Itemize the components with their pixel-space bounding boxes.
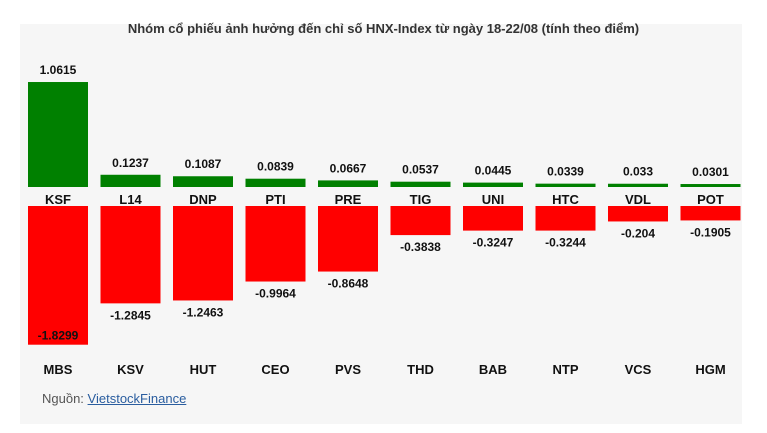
negative-category-label: VCS — [625, 362, 652, 377]
positive-category-label: VDL — [625, 192, 651, 207]
positive-value-label: 0.0537 — [402, 163, 439, 177]
positive-value-label: 0.0445 — [475, 164, 512, 178]
negative-category-label: KSV — [117, 362, 144, 377]
negative-value-label: -0.8648 — [328, 277, 369, 291]
positive-value-label: 0.1237 — [112, 156, 149, 170]
negative-category-label: HUT — [190, 362, 217, 377]
negative-bar — [28, 206, 88, 345]
negative-value-label: -0.3244 — [545, 236, 586, 250]
negative-value-label: -1.2463 — [183, 305, 224, 319]
chart-title: Nhóm cổ phiếu ảnh hưởng đến chỉ số HNX-I… — [127, 21, 640, 36]
negative-category-label: THD — [407, 362, 434, 377]
positive-category-label: UNI — [482, 192, 504, 207]
negative-bar — [100, 206, 161, 304]
positive-bar — [463, 182, 523, 187]
negative-bar — [680, 206, 741, 221]
source-note: Nguồn: VietstockFinance — [42, 391, 186, 406]
positive-bar — [390, 181, 451, 187]
negative-value-label: -0.9964 — [255, 287, 296, 301]
negative-bar — [463, 206, 523, 231]
negative-bar — [173, 206, 233, 301]
positive-value-label: 0.0301 — [692, 165, 729, 179]
positive-bar — [608, 183, 668, 187]
negative-category-label: MBS — [44, 362, 73, 377]
positive-value-label: 1.0615 — [40, 63, 77, 77]
negative-bar — [608, 206, 668, 222]
positive-bar — [535, 183, 596, 187]
positive-value-label: 0.0667 — [330, 161, 367, 175]
positive-bar — [173, 176, 233, 187]
negative-bar — [535, 206, 596, 231]
negative-category-label: PVS — [335, 362, 361, 377]
negative-value-label: -0.3838 — [400, 240, 441, 254]
negative-bar — [245, 206, 306, 282]
positive-bar — [100, 174, 161, 187]
negative-category-label: HGM — [695, 362, 725, 377]
positive-category-label: DNP — [189, 192, 217, 207]
positive-bar — [245, 178, 306, 187]
source-label: Nguồn: — [42, 391, 84, 406]
positive-value-label: 0.1087 — [185, 157, 222, 171]
positive-value-label: 0.033 — [623, 165, 653, 179]
positive-category-label: POT — [697, 192, 724, 207]
positive-category-label: TIG — [410, 192, 432, 207]
negative-value-label: -1.8299 — [38, 329, 79, 343]
positive-category-label: KSF — [45, 192, 71, 207]
negative-category-label: CEO — [261, 362, 289, 377]
positive-bar — [318, 180, 378, 187]
positive-value-label: 0.0339 — [547, 165, 584, 179]
positive-category-label: PTI — [265, 192, 285, 207]
source-link[interactable]: VietstockFinance — [87, 391, 187, 406]
positive-value-label: 0.0839 — [257, 160, 294, 174]
positive-category-label: L14 — [119, 192, 142, 207]
negative-value-label: -1.2845 — [110, 308, 151, 322]
positive-category-label: HTC — [552, 192, 579, 207]
positive-category-label: PRE — [335, 192, 362, 207]
positive-bar — [680, 184, 741, 187]
negative-value-label: -0.1905 — [690, 225, 731, 239]
negative-bar — [318, 206, 378, 272]
negative-value-label: -0.204 — [621, 226, 655, 240]
negative-value-label: -0.3247 — [473, 236, 514, 250]
negative-bar — [390, 206, 451, 236]
positive-bar — [28, 82, 88, 187]
negative-category-label: NTP — [553, 362, 579, 377]
negative-category-label: BAB — [479, 362, 507, 377]
